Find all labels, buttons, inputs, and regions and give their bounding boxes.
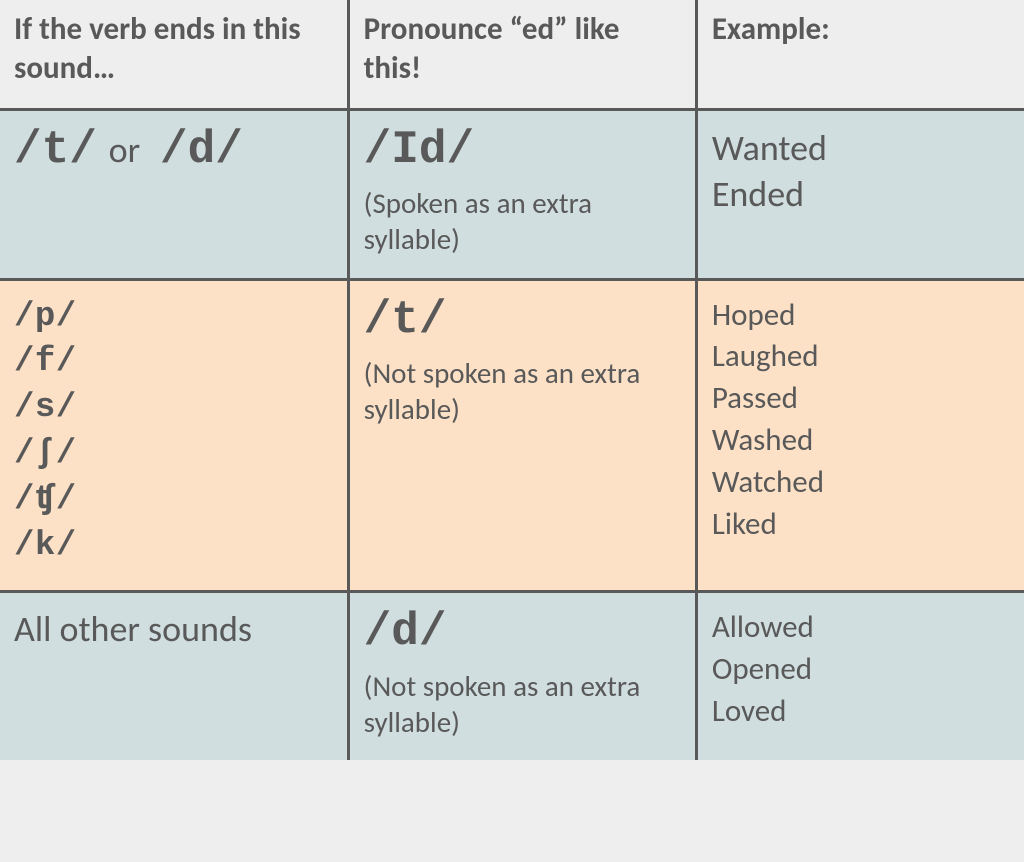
cell-sound: All other sounds (0, 591, 348, 760)
table-row: /p/ /f/ /s/ /ʃ/ /ʧ/ /k/ /t/ (Not spoken … (0, 279, 1024, 591)
ipa-item: /p/ (14, 295, 333, 341)
ipa-t: /t/ (14, 124, 97, 176)
ipa-item: /ʃ/ (14, 432, 333, 478)
example-word: Allowed (712, 607, 1010, 649)
cell-pron: /d/ (Not spoken as an extra syllable) (348, 591, 696, 760)
pron-note: (Not spoken as an extra syllable) (364, 668, 681, 741)
example-word: Washed (712, 420, 1010, 462)
cell-examples: Wanted Ended (696, 109, 1024, 279)
ipa-item: /k/ (14, 524, 333, 570)
conjunction-or (100, 128, 108, 172)
pron-ipa: /t/ (364, 295, 681, 346)
col-header-pron: Pronounce “ed” like this! (348, 0, 696, 109)
pron-note: (Spoken as an extra syllable) (364, 185, 681, 258)
example-word: Laughed (712, 336, 1010, 378)
col-header-sound: If the verb ends in this sound… (0, 0, 348, 109)
ipa-item: /f/ (14, 340, 333, 386)
conjunction-or-text: or (109, 128, 141, 172)
ipa-item: /s/ (14, 386, 333, 432)
cell-pron: /t/ (Not spoken as an extra syllable) (348, 279, 696, 591)
pron-ipa: /Id/ (364, 125, 681, 176)
pronunciation-table: If the verb ends in this sound… Pronounc… (0, 0, 1024, 760)
ipa-d: /d/ (160, 124, 243, 176)
cell-pron: /Id/ (Spoken as an extra syllable) (348, 109, 696, 279)
example-word: Wanted (712, 125, 1010, 172)
table-row: /t/ or /d/ /Id/ (Spoken as an extra syll… (0, 109, 1024, 279)
example-word: Ended (712, 171, 1010, 218)
all-other-sounds: All other sounds (14, 607, 333, 652)
table-row: All other sounds /d/ (Not spoken as an e… (0, 591, 1024, 760)
header-row: If the verb ends in this sound… Pronounc… (0, 0, 1024, 109)
example-word: Watched (712, 462, 1010, 504)
example-word: Opened (712, 649, 1010, 691)
example-word: Liked (712, 504, 1010, 546)
pron-ipa: /d/ (364, 607, 681, 658)
example-word: Loved (712, 691, 1010, 733)
example-word: Passed (712, 378, 1010, 420)
example-word: Hoped (712, 295, 1010, 337)
cell-examples: Allowed Opened Loved (696, 591, 1024, 760)
pron-note: (Not spoken as an extra syllable) (364, 355, 681, 428)
ipa-item: /ʧ/ (14, 478, 333, 524)
cell-sound: /t/ or /d/ (0, 109, 348, 279)
col-header-example: Example: (696, 0, 1024, 109)
cell-examples: Hoped Laughed Passed Washed Watched Like… (696, 279, 1024, 591)
cell-sound: /p/ /f/ /s/ /ʃ/ /ʧ/ /k/ (0, 279, 348, 591)
conjunction-or-sp (140, 128, 156, 172)
